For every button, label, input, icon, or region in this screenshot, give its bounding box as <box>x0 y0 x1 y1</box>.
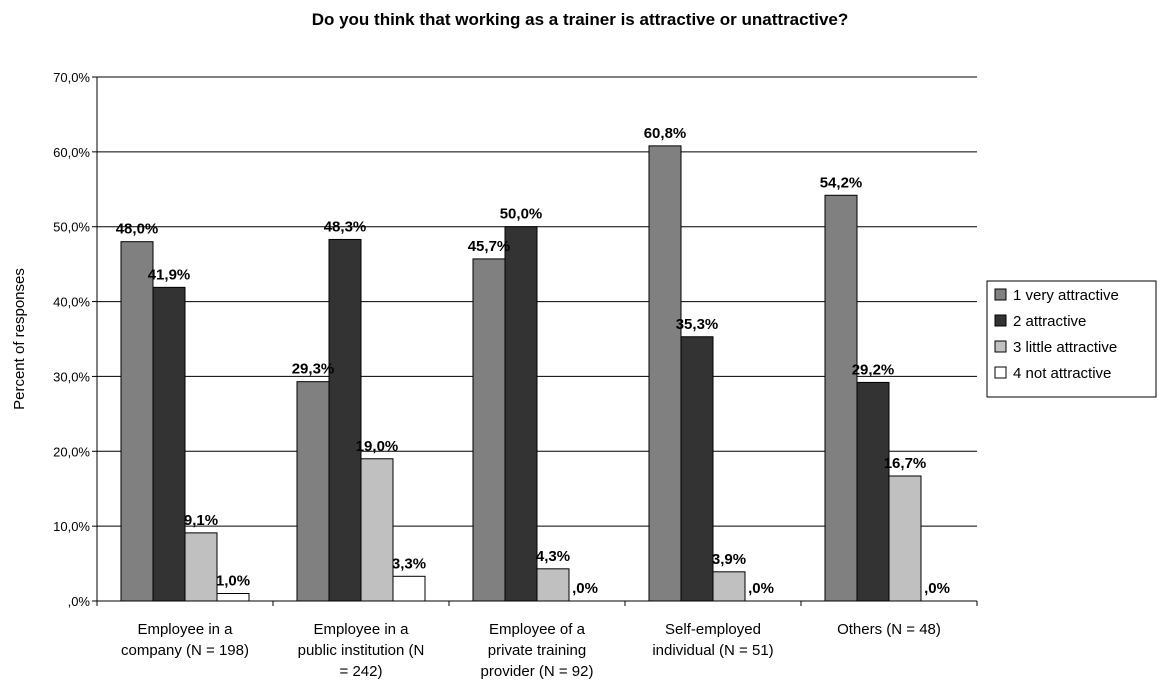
y-tick-label: 10,0% <box>53 519 90 534</box>
legend-swatch <box>994 366 1007 379</box>
y-tick-label: 40,0% <box>53 295 90 310</box>
data-label: ,0% <box>924 580 950 597</box>
data-label: 50,0% <box>500 206 543 223</box>
data-label: 4,3% <box>536 548 570 565</box>
legend-label: 4 not attractive <box>1013 365 1111 382</box>
bar <box>216 593 250 602</box>
legend-box <box>986 280 1157 398</box>
chart-title: Do you think that working as a trainer i… <box>312 10 849 29</box>
data-label: 19,0% <box>356 438 399 455</box>
x-tick-label: company (N = 198) <box>121 642 249 659</box>
data-label: 45,7% <box>468 238 511 255</box>
y-axis-label: Percent of responses <box>11 268 28 410</box>
bar <box>648 145 682 602</box>
x-tick-label: public institution (N <box>298 642 425 659</box>
bar <box>712 571 746 602</box>
data-label: 48,0% <box>116 221 159 238</box>
x-tick-label: Employee in a <box>313 621 409 638</box>
y-tick-label: 30,0% <box>53 369 90 384</box>
legend: 1 very attractive 2 attractive 3 little at… <box>986 280 1157 398</box>
y-tick-label: 70,0% <box>53 70 90 85</box>
data-label: 48,3% <box>324 218 367 235</box>
y-tick-label: ,0% <box>68 594 91 609</box>
legend-label: 2 attractive <box>1013 313 1086 330</box>
bar <box>296 381 330 602</box>
bar <box>504 226 538 602</box>
bar <box>120 241 154 602</box>
y-tick-label: 20,0% <box>53 444 90 459</box>
x-tick-label: = 242) <box>340 663 383 680</box>
x-tick-labels: Employee in a company (N = 198) Employee i… <box>121 621 941 680</box>
bar <box>536 568 570 602</box>
x-tick-label: Self-employed <box>665 621 761 638</box>
x-tick-label: individual (N = 51) <box>652 642 773 659</box>
legend-swatch <box>994 340 1007 353</box>
data-label: 29,3% <box>292 361 335 378</box>
y-tick-labels: ,0% 10,0% 20,0% 30,0% 40,0% 50,0% 60,0% 70,0% <box>53 70 97 609</box>
data-labels: 48,0% 41,9% 9,1% 1,0% 29,3% 48,3% 19,0% 3,3% 45,… <box>116 125 950 597</box>
legend-label: 1 very attractive <box>1013 287 1119 304</box>
data-label: 3,9% <box>712 551 746 568</box>
x-tick-label: Employee in a <box>137 621 233 638</box>
data-label: 1,0% <box>216 573 250 590</box>
bar <box>328 238 362 602</box>
data-label: ,0% <box>748 580 774 597</box>
y-tick-label: 60,0% <box>53 145 90 160</box>
data-label: ,0% <box>572 580 598 597</box>
bar <box>680 336 714 602</box>
data-label: 3,3% <box>392 555 426 572</box>
axes <box>96 77 978 606</box>
bar <box>360 458 394 602</box>
data-label: 16,7% <box>884 455 927 472</box>
x-tick-label: provider (N = 92) <box>481 663 594 680</box>
data-label: 60,8% <box>644 125 687 142</box>
legend-label: 3 little attractive <box>1013 339 1117 356</box>
legend-swatch <box>994 288 1007 301</box>
data-label: 9,1% <box>184 512 218 529</box>
y-tick-label: 50,0% <box>53 220 90 235</box>
x-tick-label: Employee of a <box>489 621 586 638</box>
legend-swatch <box>994 314 1007 327</box>
bar <box>152 286 186 602</box>
data-label: 35,3% <box>676 316 719 333</box>
bar <box>856 381 890 602</box>
bar <box>824 194 858 602</box>
x-tick-label: Others (N = 48) <box>837 621 941 638</box>
bars-group <box>120 145 922 602</box>
data-label: 54,2% <box>820 174 863 191</box>
data-label: 41,9% <box>148 266 191 283</box>
data-label: 29,2% <box>852 361 895 378</box>
bar <box>472 258 506 602</box>
bar <box>888 475 922 602</box>
x-tick-label: private training <box>488 642 586 659</box>
bar <box>392 575 426 602</box>
bar <box>184 532 218 602</box>
